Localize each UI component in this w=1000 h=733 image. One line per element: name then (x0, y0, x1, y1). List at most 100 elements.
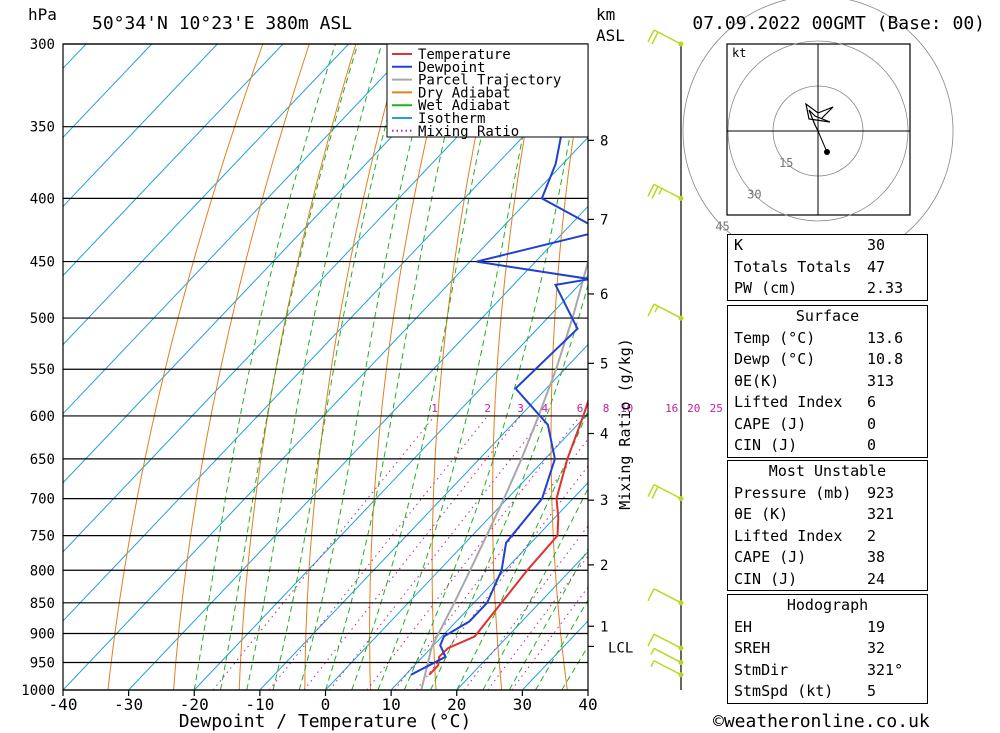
surface-value: 13.6 (867, 328, 904, 347)
index-row-pw: PW (cm) 2.33 (728, 278, 927, 300)
pressure-tick-label: 850 (30, 596, 55, 612)
mixing-ratio-line (329, 415, 546, 690)
mu-value: 321 (867, 505, 895, 523)
km-tick-label: 5 (600, 356, 608, 372)
pressure-tick-label: 900 (30, 626, 55, 642)
asl-unit-label: ASL (596, 26, 625, 45)
hodo-label: StmSpd (kt) (734, 682, 834, 700)
wind-barb-staff (653, 588, 682, 604)
km-tick-label: 2 (600, 558, 608, 574)
index-row-totals: Totals Totals 47 (728, 257, 927, 279)
pressure-tick-label: 500 (30, 311, 55, 327)
lcl-label: LCL (608, 640, 633, 656)
km-tick-label: 1 (600, 619, 608, 635)
wind-barb-flag (651, 186, 659, 199)
surface-value: 0 (867, 436, 877, 454)
isotherm-line (63, 44, 218, 208)
index-value: 30 (867, 236, 886, 254)
mu-label: Lifted Index (734, 526, 843, 545)
mixing-ratio-value-label: 4 (541, 402, 548, 415)
mu-label: CAPE (J) (734, 548, 807, 566)
x-tick-label: 20 (447, 695, 466, 714)
mu-value: 923 (867, 483, 895, 502)
wind-barb-half-flag (650, 648, 655, 655)
hodograph: kt 15 30 45 (682, 0, 954, 267)
mixing-ratio-value-label: 8 (603, 402, 610, 415)
dry-adiabat-line (173, 44, 310, 690)
hodo-value: 19 (867, 617, 886, 636)
mixing-ratio-line (303, 415, 521, 690)
wet-adiabat-line (246, 44, 383, 690)
wind-barb-half-flag (658, 188, 663, 195)
mixing-ratio-value-label: 10 (620, 402, 633, 415)
hodograph-ring-label: 45 (715, 219, 729, 233)
wind-barbs (647, 29, 684, 690)
wet-adiabat-line (220, 44, 359, 690)
mu-label: Pressure (mb) (734, 483, 852, 502)
pressure-tick-label: 300 (30, 37, 55, 53)
hodograph-ring-label: 30 (747, 188, 761, 202)
wind-barb-flag (647, 588, 655, 602)
surface-value: 10.8 (867, 350, 904, 368)
surface-label: Lifted Index (734, 393, 843, 411)
mixing-ratio-value-label: 2 (484, 402, 491, 415)
hodograph-trace (805, 102, 834, 132)
pressure-tick-label: 800 (30, 563, 55, 579)
mixing-ratio-axis-label: Mixing Ratio (g/kg) (616, 338, 634, 510)
wind-barb-flag (647, 633, 655, 647)
pressure-tick-label: 600 (30, 409, 55, 425)
isotherm-line (63, 44, 284, 277)
legend-label: Wet Adiabat (418, 98, 511, 114)
mixing-ratio-line (212, 415, 435, 690)
datetime-title: 07.09.2022 00GMT (Base: 00) (692, 13, 985, 34)
pressure-tick-label: 1000 (21, 683, 55, 699)
most-unstable-table: Most Unstable Pressure (mb) 923 θE (K) 321… (727, 460, 928, 591)
mixing-ratio-value-label: 20 (687, 402, 700, 415)
mixing-ratio-line (366, 415, 581, 690)
surface-value: 0 (867, 414, 877, 433)
isotherm-line (456, 551, 588, 690)
isotherm-line (63, 44, 153, 139)
km-tick-label: 8 (600, 133, 608, 149)
km-tick-label: 4 (600, 427, 608, 443)
index-value: 2.33 (867, 279, 904, 297)
wind-barb-staff (653, 647, 682, 664)
legend-label: Mixing Ratio (418, 124, 519, 140)
wet-adiabat-line (403, 44, 588, 690)
wet-adiabat-line (482, 487, 588, 690)
pressure-tick-label: 950 (30, 655, 55, 671)
credit-text: ©weatheronline.co.uk (713, 711, 930, 732)
legend-label: Dry Adiabat (418, 85, 511, 101)
axes: 3003504004505005506006507007508008509009… (21, 37, 633, 714)
x-tick-label: -10 (245, 695, 274, 714)
legend-label: Temperature (418, 47, 511, 63)
mixing-ratio-value-label: 6 (577, 402, 584, 415)
isotherm-line (259, 343, 588, 690)
wet-adiabat-line (325, 44, 468, 690)
surface-value: 313 (867, 371, 895, 390)
surface-label: CAPE (J) (734, 414, 807, 433)
x-tick-label: -30 (114, 695, 143, 714)
isotherm-line (63, 44, 349, 346)
pressure-tick-label: 650 (30, 452, 55, 468)
index-value: 47 (867, 257, 886, 276)
dry-adiabat-line (961, 44, 1000, 690)
mu-value: 2 (867, 526, 877, 545)
mu-value: 38 (867, 548, 886, 566)
pressure-tick-label: 350 (30, 120, 55, 136)
temperature-line (428, 398, 588, 676)
hodo-label: EH (734, 617, 753, 636)
isotherm-line (0, 44, 20, 690)
surface-label: Temp (°C) (734, 328, 816, 347)
km-unit-label: km (596, 5, 615, 24)
wind-barb-flag (647, 29, 655, 43)
isotherm-line (63, 136, 588, 690)
legend-label: Parcel Trajectory (418, 73, 561, 89)
hodograph-ring-label: 15 (779, 156, 793, 170)
pressure-tick-label: 750 (30, 529, 55, 545)
legend-box (386, 43, 589, 138)
wind-barb-staff (653, 660, 682, 676)
km-tick-label: 6 (600, 287, 608, 303)
